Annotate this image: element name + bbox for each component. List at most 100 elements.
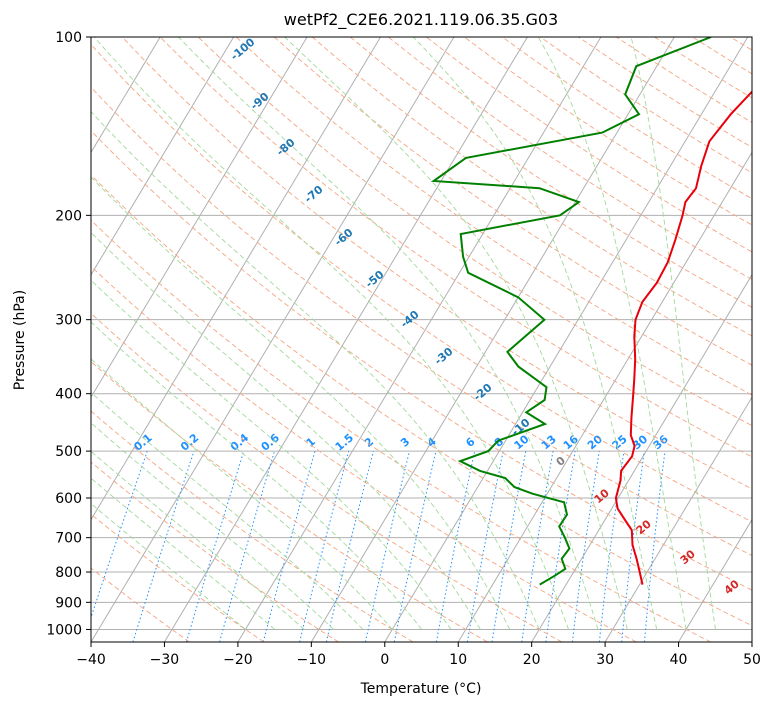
isotherm-gridline [384, 37, 749, 642]
x-tick-label: 0 [380, 652, 389, 668]
dry-adiabat-line [730, 37, 752, 51]
x-tick-label: 10 [449, 652, 467, 668]
isotherm-gridline [91, 37, 308, 399]
dry-adiabat-line [235, 37, 752, 396]
mixing-ratio-label: 8 [492, 435, 506, 450]
dry-adiabat-line [91, 43, 752, 523]
mixing-ratio-line [621, 451, 645, 642]
x-tick-label: −20 [223, 652, 253, 668]
y-tick-label: 600 [55, 491, 82, 507]
dry-adiabat-line [540, 37, 752, 174]
moist-adiabat-line [630, 37, 716, 630]
dry-adiabat-line [91, 130, 752, 591]
dry-adiabat-line [273, 37, 752, 366]
y-tick-label: 400 [55, 387, 82, 403]
plot-frame [90, 36, 753, 643]
isotherm-gridline [91, 37, 455, 642]
dry-adiabat-line [91, 461, 339, 642]
isotherm-gridline [91, 37, 381, 521]
mixing-ratio-line [644, 451, 666, 642]
moist-adiabat-line [91, 231, 481, 630]
x-tick-label: −10 [297, 652, 327, 668]
isotherm-gridline [164, 37, 528, 642]
moist-adiabat-line [178, 37, 599, 630]
mixing-ratio-line [299, 450, 350, 642]
moist-adiabat-line [91, 176, 511, 630]
dry-adiabat-label: -50 [363, 268, 387, 291]
x-tick-label: 20 [523, 652, 541, 668]
dry-adiabat-line [91, 567, 190, 642]
chart-title: wetPf2_C2E6.2021.119.06.35.G03 [284, 10, 558, 30]
dry-adiabat-label: -40 [398, 308, 422, 331]
y-tick-label: 1000 [46, 622, 82, 638]
moist-adiabat-line [284, 37, 628, 630]
isotherm-gridline [457, 151, 752, 642]
dry-adiabat-label: 0 [554, 454, 568, 469]
x-tick-label: −40 [76, 652, 106, 668]
mixing-ratio-label: 6 [463, 435, 477, 450]
isotherm-gridline [751, 641, 752, 642]
dry-adiabat-label: -80 [274, 136, 298, 159]
mixing-ratio-line [186, 450, 245, 642]
mixing-ratio-label: 0.1 [131, 431, 154, 453]
dry-adiabat-line [121, 37, 752, 490]
y-tick-label: 700 [55, 531, 82, 547]
dry-adiabat-line [91, 360, 488, 642]
moist-adiabat-line [412, 37, 658, 630]
isotherm-gridline [91, 37, 235, 276]
isotherm-gridline [531, 273, 752, 642]
y-tick-label: 300 [55, 313, 82, 329]
plot-area: 0.1 0.2 0.4 0.6 1 1.5 2 3 4 6 8 10 13 16 20 25 30 36-100-… [91, 37, 775, 642]
dry-adiabat-line [197, 37, 752, 427]
y-tick-label: 500 [55, 444, 82, 460]
moist-adiabat-line [93, 37, 570, 630]
dewpoint-line [430, 37, 712, 586]
moist-adiabat-label: 10 [592, 486, 612, 506]
mixing-ratio-line [262, 450, 316, 642]
y-axis-label: Pressure (hPa) [12, 290, 28, 390]
dry-adiabat-label: -30 [432, 345, 456, 368]
mixing-ratio-label: 16 [561, 432, 581, 452]
moist-adiabat-line [91, 321, 423, 630]
x-tick-label: 40 [670, 652, 688, 668]
moist-adiabat-line [91, 111, 540, 630]
moist-adiabat-line [91, 391, 364, 630]
y-tick-label: 900 [55, 595, 82, 611]
mixing-ratio-line [571, 451, 600, 642]
mixing-ratio-line [365, 450, 410, 642]
y-tick-label: 800 [55, 565, 82, 581]
dry-adiabat-line [91, 312, 563, 642]
moist-adiabat-label: 40 [722, 577, 742, 597]
dry-adiabat-line [426, 37, 752, 253]
x-tick-label: −30 [150, 652, 180, 668]
mixing-ratio-label: 25 [610, 433, 630, 453]
dry-adiabat-line [91, 410, 414, 642]
x-axis: −40 −30 −20 −10 0 10 20 30 40 50 [76, 642, 761, 668]
mixing-ratio-line [325, 450, 374, 642]
x-tick-label: 30 [596, 652, 614, 668]
dry-adiabat-line [502, 37, 752, 200]
dry-adiabat-label: -90 [248, 90, 272, 113]
dry-adiabat-line [768, 37, 775, 642]
mixing-ratio-line [132, 450, 195, 642]
dry-adiabat-label: -20 [471, 381, 495, 404]
mixing-ratio-label: 0.6 [259, 431, 283, 454]
moist-adiabat-line [91, 358, 393, 630]
mixing-ratio-line [545, 451, 576, 642]
moist-adiabat-line [91, 450, 305, 630]
dry-adiabat-line [91, 219, 712, 642]
dry-adiabat-line [654, 37, 752, 99]
dry-adiabat-line [91, 86, 752, 557]
moist-adiabat-line [91, 503, 246, 630]
dry-adiabat-line [388, 37, 752, 280]
temperature-line [614, 90, 752, 585]
y-tick-label: 100 [55, 30, 82, 46]
x-tick-label: 50 [743, 652, 761, 668]
x-axis-label: Temperature (°C) [360, 681, 482, 697]
mixing-ratio-label: 3 [398, 435, 412, 450]
isotherm-gridline [678, 518, 752, 642]
mixing-ratio-line [393, 450, 437, 642]
mixing-ratio-label: 1 [304, 435, 318, 450]
moist-adiabat-label: 30 [678, 547, 698, 567]
mixing-ratio-line [466, 450, 504, 642]
